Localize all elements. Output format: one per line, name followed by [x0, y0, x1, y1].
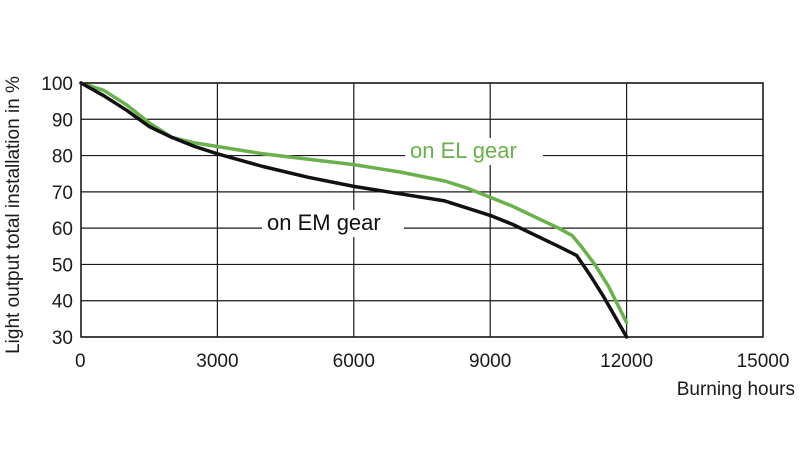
- x-tick-label: 9000: [469, 351, 511, 372]
- y-axis-label: Light output total installation in %: [3, 76, 24, 354]
- x-tick-label: 12000: [600, 351, 653, 372]
- y-tick-label: 100: [41, 74, 73, 95]
- plot-frame: [80, 82, 764, 338]
- x-tick-label: 6000: [333, 351, 375, 372]
- grid-lines: [80, 82, 764, 338]
- y-tick-label: 40: [52, 292, 73, 313]
- y-tick-label: 80: [52, 147, 73, 168]
- em-gear-line: [79, 81, 629, 339]
- x-axis-label: Burning hours: [677, 379, 795, 400]
- y-tick-labels: 100 90 80 70 60 50 40 30: [41, 74, 73, 349]
- x-tick-label: 3000: [196, 351, 238, 372]
- series-lines: [79, 81, 629, 339]
- x-tick-label: 0: [75, 351, 86, 372]
- y-tick-label: 50: [52, 255, 73, 276]
- series-label-background: [405, 138, 543, 165]
- y-tick-label: 30: [52, 328, 73, 349]
- x-tick-labels: 0 3000 6000 9000 12000 15000: [75, 351, 789, 372]
- x-tick-label: 15000: [737, 351, 790, 372]
- series-label-background: [262, 210, 404, 237]
- em-gear-label: on EM gear: [267, 210, 381, 235]
- y-tick-label: 60: [52, 219, 73, 240]
- series-labels: on EL gear on EM gear: [262, 138, 543, 237]
- y-tick-label: 70: [52, 183, 73, 204]
- el-gear-label: on EL gear: [410, 138, 517, 163]
- y-tick-label: 90: [52, 110, 73, 131]
